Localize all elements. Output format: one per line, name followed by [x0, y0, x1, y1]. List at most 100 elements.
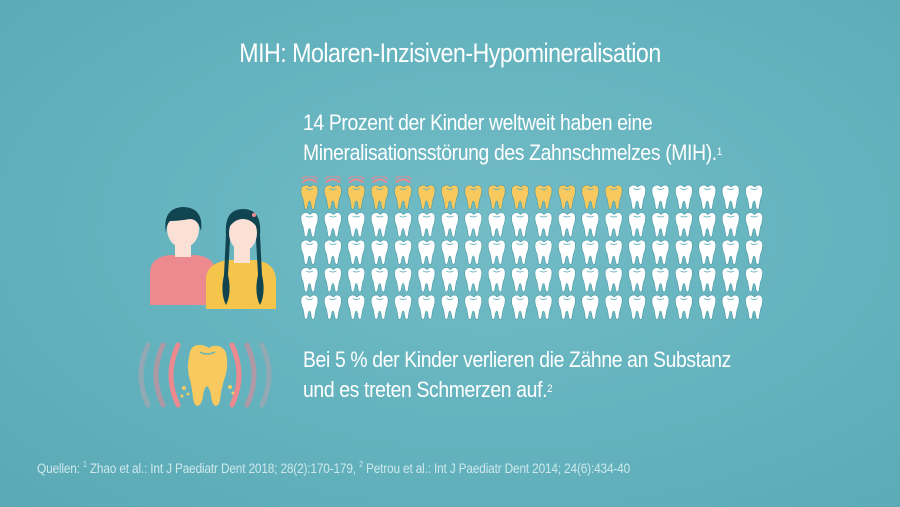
tooth-icon-healthy [417, 294, 436, 320]
tooth-icon-healthy [487, 267, 506, 293]
stat1-line1: 14 Prozent der Kinder weltweit haben ein… [303, 110, 653, 135]
tooth-icon-healthy [464, 212, 483, 238]
tooth-icon-healthy [558, 267, 576, 293]
tooth-icon-affected [394, 171, 412, 210]
tooth-icon-healthy [324, 239, 342, 265]
tooth-icon-healthy [394, 239, 412, 265]
tooth-icon-healthy [300, 212, 319, 238]
tooth-icon-healthy [628, 184, 646, 210]
pain-arc-icon [394, 174, 412, 180]
tooth-icon-healthy [745, 184, 763, 210]
tooth-icon-healthy [324, 294, 342, 320]
tooth-icon-affected [300, 171, 319, 210]
tooth-icon-healthy [628, 267, 646, 293]
tooth-icon-healthy [370, 212, 389, 238]
tooth-icon-healthy [604, 267, 623, 293]
tooth-icon-healthy [558, 294, 576, 320]
tooth-icon-affected [417, 184, 436, 210]
tooth-icon-affected [347, 171, 366, 210]
tooth-icon-healthy [394, 267, 412, 293]
tooth-icon-healthy [324, 212, 342, 238]
stat2-line1: Bei 5 % der Kinder verlieren die Zähne a… [303, 347, 731, 372]
tooth-icon-healthy [300, 239, 319, 265]
statistic-pain: Bei 5 % der Kinder verlieren die Zähne a… [303, 345, 731, 405]
tooth-icon-affected [581, 184, 600, 210]
tooth-icon-healthy [698, 294, 717, 320]
tooth-icon-healthy [745, 239, 763, 265]
sources: Quellen: 1 Zhao et al.: Int J Paediatr D… [37, 460, 630, 476]
tooth-icon-healthy [300, 267, 319, 293]
pain-arc-icon [301, 174, 318, 180]
tooth-icon-healthy [534, 267, 553, 293]
pain-arc-icon [372, 178, 388, 183]
tooth-icon-healthy [745, 212, 763, 238]
tooth-icon-healthy [300, 294, 319, 320]
tooth-icon-healthy [417, 267, 436, 293]
tooth-icon-affected [558, 184, 576, 210]
tooth-icon-affected [487, 184, 506, 210]
tooth-icon-healthy [534, 239, 553, 265]
tooth-icon-healthy [511, 294, 529, 320]
tooth-icon-healthy [721, 294, 740, 320]
tooth-icon-healthy [628, 212, 646, 238]
tooth-icon-healthy [487, 294, 506, 320]
tooth-icon-healthy [628, 239, 646, 265]
tooth-icon-healthy [604, 212, 623, 238]
pain-arc-icon [324, 174, 342, 180]
tooth-icon-healthy [745, 294, 763, 320]
tooth-icon-healthy [464, 294, 483, 320]
tooth-icon-healthy [721, 212, 740, 238]
tooth-icon-healthy [511, 239, 529, 265]
teeth-grid-svg [300, 171, 763, 320]
source-1-number: 1 [82, 460, 87, 469]
tooth-icon-healthy [324, 267, 342, 293]
sources-label: Quellen: [37, 461, 80, 476]
tooth-icon-affected [511, 184, 529, 210]
tooth-icon-healthy [721, 239, 740, 265]
tooth-icon-affected [604, 184, 623, 210]
stat1-line2: Mineralisationsstörung des Zahnschmelzes… [303, 140, 717, 165]
tooth-icon-healthy [698, 267, 717, 293]
painful-tooth-icon [138, 342, 272, 408]
tooth-icon-healthy [534, 212, 553, 238]
tooth-icon-healthy [347, 267, 366, 293]
pain-arc-icon [347, 174, 365, 180]
tooth-icon-healthy [581, 267, 600, 293]
tooth-icon-healthy [417, 239, 436, 265]
tooth-icon-healthy [675, 184, 693, 210]
tooth-icon-healthy [651, 184, 670, 210]
tooth-icon-healthy [347, 239, 366, 265]
children-icon [150, 207, 276, 309]
teeth-grid [299, 171, 769, 326]
tooth-icon-healthy [534, 294, 553, 320]
tooth-icon-healthy [417, 212, 436, 238]
source-1: Zhao et al.: Int J Paediatr Dent 2018; 2… [89, 461, 356, 476]
statistic-prevalence: 14 Prozent der Kinder weltweit haben ein… [303, 108, 722, 168]
tooth-icon-healthy [721, 267, 740, 293]
tooth-icon-healthy [604, 239, 623, 265]
pain-arc-icon [371, 174, 389, 180]
tooth-icon-healthy [441, 239, 459, 265]
tooth-icon-healthy [370, 294, 389, 320]
tooth-icon-healthy [698, 212, 717, 238]
tooth-icon-healthy [370, 239, 389, 265]
tooth-icon-healthy [487, 212, 506, 238]
tooth-icon-healthy [394, 294, 412, 320]
tooth-icon-healthy [745, 267, 763, 293]
tooth-icon-healthy [604, 294, 623, 320]
tooth-icon-healthy [675, 239, 693, 265]
tooth-icon-healthy [347, 212, 366, 238]
tooth-icon-healthy [487, 239, 506, 265]
tooth-icon-healthy [651, 212, 670, 238]
tooth-icon-healthy [675, 294, 693, 320]
footnote-1: 1 [716, 146, 722, 158]
tooth-icon-healthy [558, 239, 576, 265]
tooth-icon-healthy [651, 267, 670, 293]
tooth-icon-healthy [581, 239, 600, 265]
tooth-icon-healthy [370, 267, 389, 293]
pain-arc-icon [302, 178, 317, 183]
pain-arc-icon [395, 178, 411, 183]
tooth-icon-healthy [511, 212, 529, 238]
tooth-icon-healthy [675, 267, 693, 293]
tooth-icon-healthy [675, 212, 693, 238]
